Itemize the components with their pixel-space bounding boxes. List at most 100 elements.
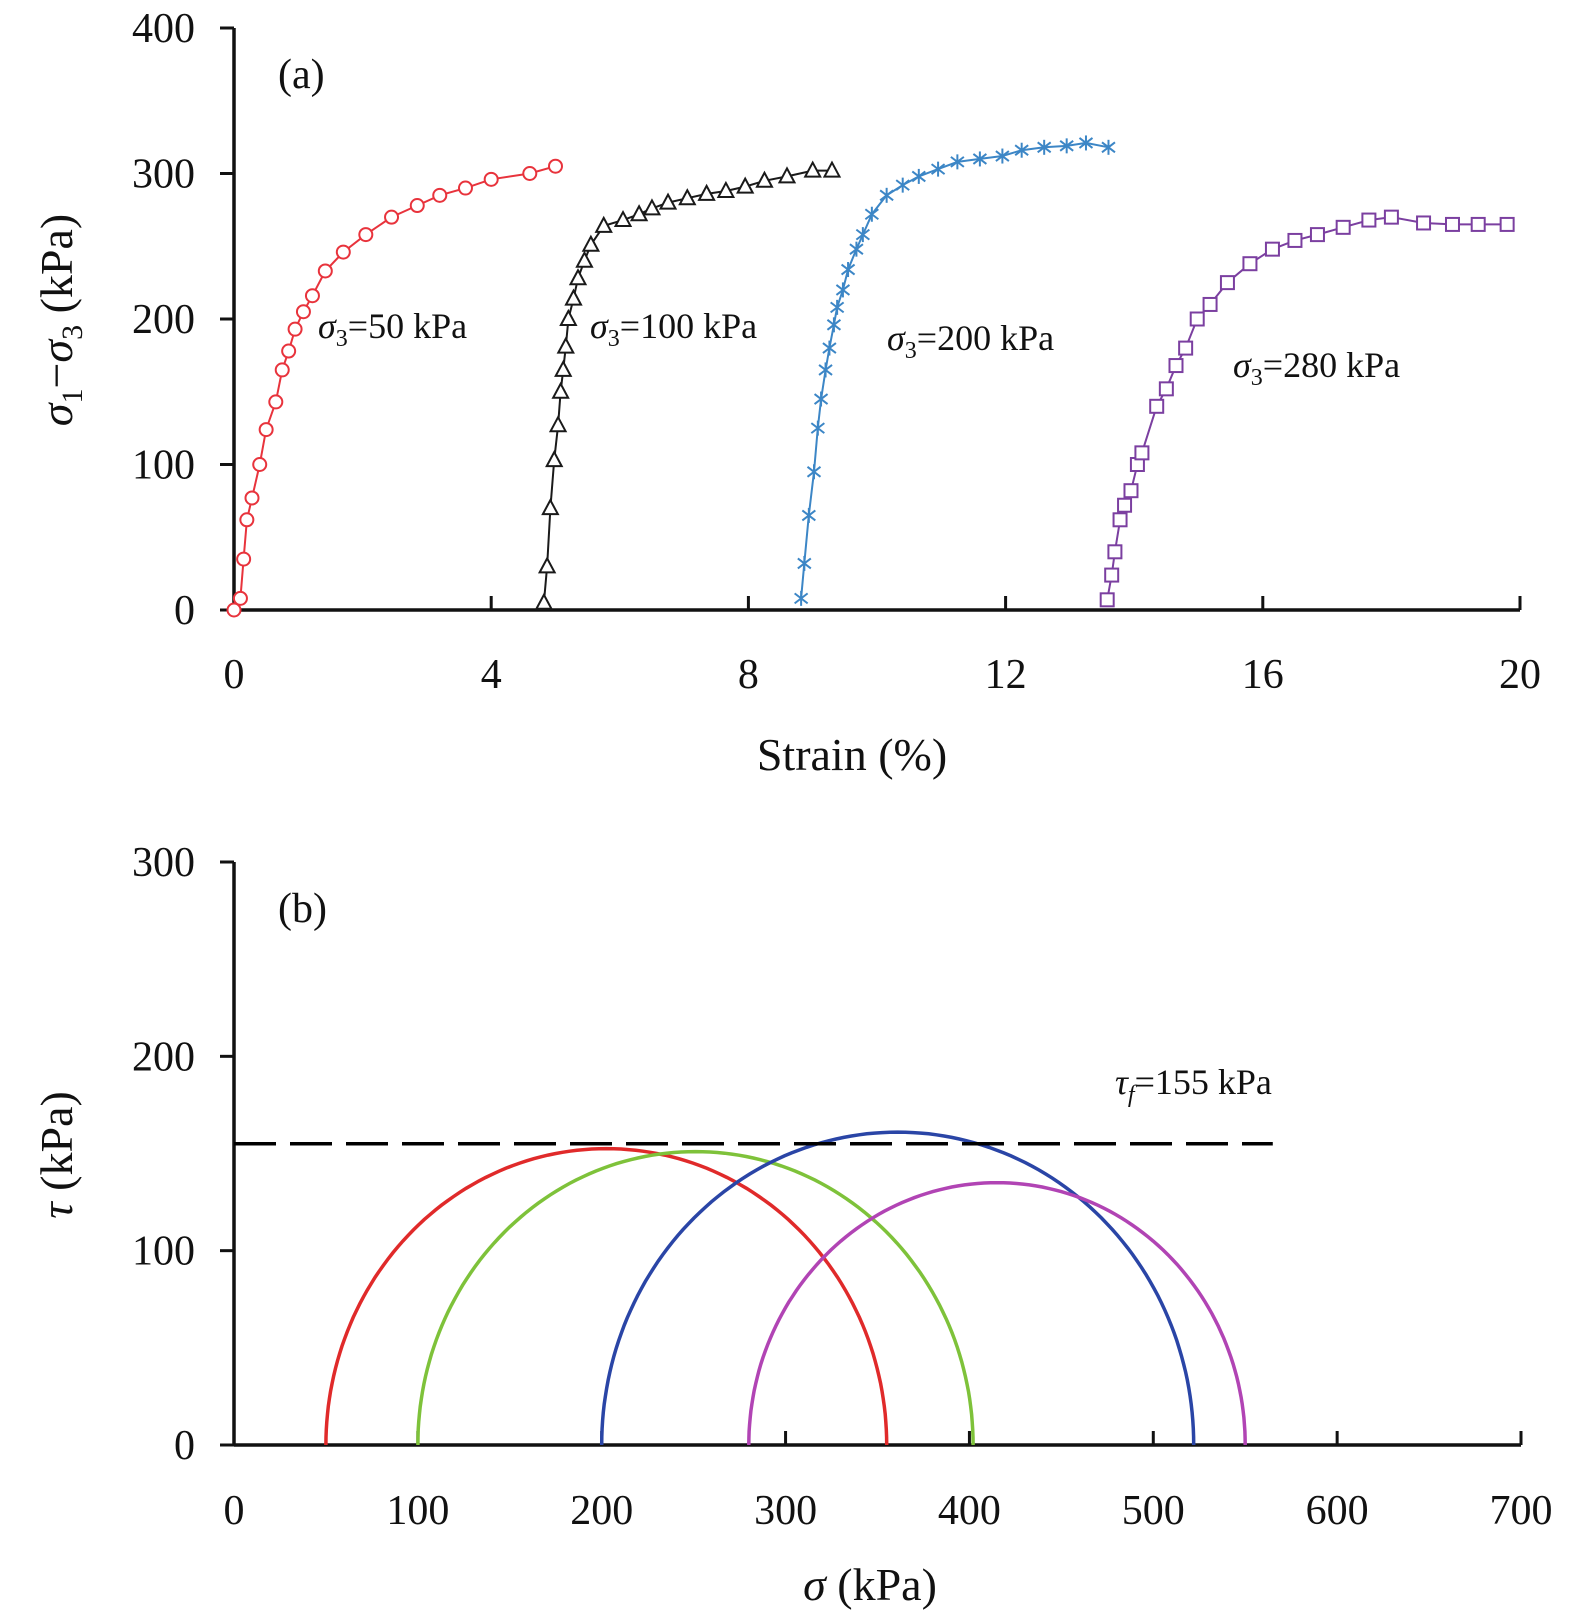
data-point xyxy=(581,234,601,252)
data-point xyxy=(950,154,965,170)
data-point xyxy=(755,170,774,188)
chart-b-x-tick-label: 700 xyxy=(1490,1488,1553,1534)
chart-a-x-tick-label: 8 xyxy=(738,652,759,698)
data-point xyxy=(358,227,374,243)
data-point xyxy=(895,177,910,193)
data-point xyxy=(930,161,946,177)
data-point xyxy=(1416,215,1432,231)
data-point xyxy=(594,215,613,233)
data-point xyxy=(548,158,563,174)
series-label-sigma3-280: σ3=280 kPa xyxy=(1233,345,1400,391)
data-point xyxy=(1037,139,1052,155)
data-point xyxy=(274,362,290,378)
data-point xyxy=(559,308,578,326)
data-point xyxy=(244,490,260,506)
chart-b-y-tick-label: 100 xyxy=(132,1229,195,1275)
chart-b-y-axis-label: τ (kPa) xyxy=(31,1091,82,1219)
data-point xyxy=(1117,497,1133,513)
failure-line-label: τf=155 kPa xyxy=(1115,1062,1272,1108)
data-point xyxy=(1178,340,1194,356)
chart-b-axes xyxy=(232,862,1521,1447)
chart-b-x-axis-label: σ (kPa) xyxy=(803,1559,937,1610)
data-point xyxy=(830,299,845,315)
data-point xyxy=(295,304,311,320)
chart-a-y-tick-label: 300 xyxy=(132,152,195,198)
data-point xyxy=(1104,567,1120,583)
chart-b-x-tick-label: 0 xyxy=(224,1488,245,1534)
data-point xyxy=(1123,483,1139,499)
chart-b-x-tick-label: 500 xyxy=(1122,1488,1185,1534)
data-point xyxy=(1189,311,1205,327)
series-3 xyxy=(794,135,1116,606)
data-point xyxy=(457,180,473,196)
series-4 xyxy=(1099,209,1515,608)
data-point xyxy=(409,198,425,214)
data-point xyxy=(1107,544,1123,560)
data-point xyxy=(697,183,716,201)
data-point xyxy=(568,268,588,286)
data-point xyxy=(806,464,822,480)
series-line xyxy=(233,165,556,611)
chart-a-y-tick-label: 200 xyxy=(132,297,195,343)
chart-b-x-tick-label: 400 xyxy=(938,1488,1001,1534)
data-point xyxy=(678,188,697,206)
data-point xyxy=(1470,216,1486,232)
data-point xyxy=(864,206,879,222)
chart-b-panel-label: (b) xyxy=(278,886,327,932)
chart-a-x-tick-label: 12 xyxy=(985,652,1027,698)
data-point xyxy=(1309,227,1325,243)
data-point xyxy=(1264,241,1280,257)
chart-a-y-axis-label: σ1−σ3 (kPa) xyxy=(31,214,89,426)
data-point xyxy=(835,282,851,298)
series-label-sigma3-200: σ3=200 kPa xyxy=(887,318,1054,364)
data-point xyxy=(1059,138,1074,154)
data-point xyxy=(642,198,662,216)
mohr-circle-2 xyxy=(416,1149,975,1446)
data-point xyxy=(537,556,557,574)
chart-b-ticks: 0 100 200 300 400 500 600 700 0 100 200 300 xyxy=(132,840,1553,1534)
chart-b-y-tick-label: 300 xyxy=(132,840,195,886)
series-line xyxy=(1106,216,1508,600)
data-point xyxy=(855,227,870,243)
data-point xyxy=(556,336,575,354)
chart-a-x-axis-label: Strain (%) xyxy=(757,729,947,780)
series-2 xyxy=(534,160,842,610)
data-point xyxy=(548,415,568,433)
data-point xyxy=(252,457,268,472)
series-label-sigma3-50: σ3=50 kPa xyxy=(318,306,467,352)
series-line xyxy=(542,169,832,603)
data-point xyxy=(317,263,333,279)
data-point xyxy=(432,187,448,203)
data-point xyxy=(554,359,573,377)
data-point xyxy=(794,590,809,606)
data-point xyxy=(613,209,633,228)
data-point xyxy=(822,160,842,178)
data-point xyxy=(258,422,274,438)
data-point xyxy=(813,391,829,407)
chart-a-y-tick-label: 400 xyxy=(132,6,195,52)
data-point xyxy=(849,241,864,257)
data-point xyxy=(281,343,297,359)
chart-a-y-tick-label: 0 xyxy=(174,588,195,634)
data-point xyxy=(1134,445,1150,461)
chart-a-x-tick-label: 16 xyxy=(1242,652,1284,698)
data-point xyxy=(840,262,856,278)
data-point xyxy=(1099,592,1115,608)
data-point xyxy=(236,551,252,567)
data-point xyxy=(226,602,242,618)
data-point xyxy=(575,250,594,268)
data-point xyxy=(268,394,284,410)
chart-a-x-tick-label: 0 xyxy=(224,652,245,698)
chart-a-x-tick-label: 20 xyxy=(1499,652,1541,698)
data-point xyxy=(826,317,842,333)
data-point xyxy=(239,512,255,528)
mohr-circle-4 xyxy=(747,1180,1247,1446)
chart-a-y-tick-label: 100 xyxy=(132,443,195,489)
data-point xyxy=(545,450,564,468)
data-point xyxy=(995,148,1010,164)
data-point xyxy=(658,192,678,210)
data-point xyxy=(716,180,736,198)
data-point xyxy=(541,498,560,516)
data-point xyxy=(483,171,499,187)
data-point xyxy=(803,160,822,178)
